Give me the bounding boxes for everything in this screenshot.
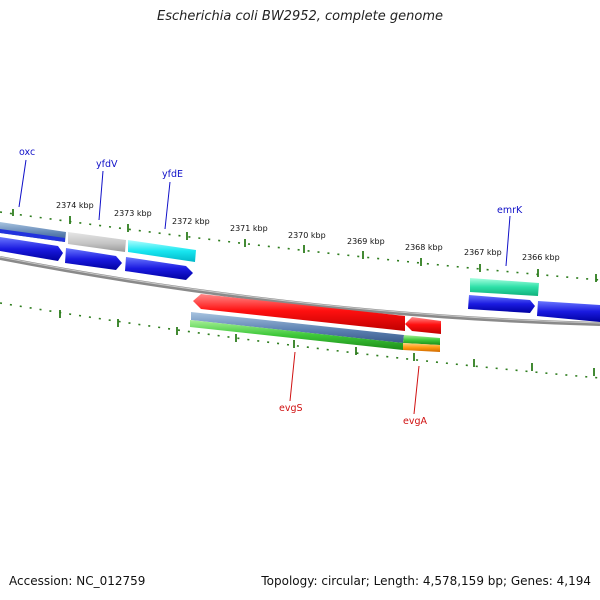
gene-label-emrK[interactable]: emrK [497,205,523,216]
feature-yfdV-cog[interactable] [68,232,126,252]
gene-label-oxc[interactable]: oxc [19,147,35,158]
accession-text: Accession: NC_012759 [9,574,146,588]
genome-backbone-highlight [0,256,600,324]
feature-yfdV-cds[interactable] [65,248,122,270]
ruler-label-2366: 2366 kbp [522,253,560,262]
forward-cog-track [0,222,539,296]
feature-evgS-cog-bottom[interactable] [190,320,403,350]
feature-oxc-cog-band [0,229,65,242]
forward-cds-track [0,237,600,322]
feature-emrK-cds[interactable] [468,295,535,313]
ruler-label-2371: 2371 kbp [230,224,268,233]
gene-label-evgA[interactable]: evgA [403,416,427,427]
ruler-label-2372: 2372 kbp [172,217,210,226]
genome-backbone [0,256,600,326]
ruler-labels: 2374 kbp 2373 kbp 2372 kbp 2371 kbp 2370… [56,201,560,262]
feature-yfdE-cog[interactable] [128,240,196,262]
map-title: Escherichia coli BW2952, complete genome [157,9,443,24]
ruler-label-2374: 2374 kbp [56,201,94,210]
feature-evgA-cog-bottom[interactable] [403,343,440,352]
ruler-label-2370: 2370 kbp [288,231,326,240]
reverse-cds-track [193,294,441,334]
feature-evgS-cog-top[interactable] [191,312,404,343]
ruler-label-2368: 2368 kbp [405,243,443,252]
feature-evgS-cds[interactable] [193,294,405,331]
inner-tick-ruler [0,302,600,379]
ruler-label-2369: 2369 kbp [347,237,385,246]
gene-label-yfdV[interactable]: yfdV [96,159,118,170]
gene-labels: oxc yfdV yfdE emrK evgS evgA [19,147,523,427]
feature-evgA-cds[interactable] [405,317,441,334]
gene-label-yfdE[interactable]: yfdE [162,169,183,180]
gene-label-evgS[interactable]: evgS [279,403,303,414]
reverse-cog-track [190,312,440,352]
outer-major-ticks [12,209,597,282]
feature-yfdE-cds[interactable] [125,257,193,280]
feature-next-cds[interactable] [537,301,600,322]
feature-oxc-cds[interactable] [0,237,63,261]
inner-major-ticks [59,310,595,376]
feature-emrK-cog[interactable] [470,278,539,296]
label-leaders [18,159,511,415]
topology-text: Topology: circular; Length: 4,578,159 bp… [261,574,591,588]
ruler-label-2373: 2373 kbp [114,209,152,218]
ruler-label-2367: 2367 kbp [464,248,502,257]
feature-evgA-cog-top[interactable] [403,335,440,345]
